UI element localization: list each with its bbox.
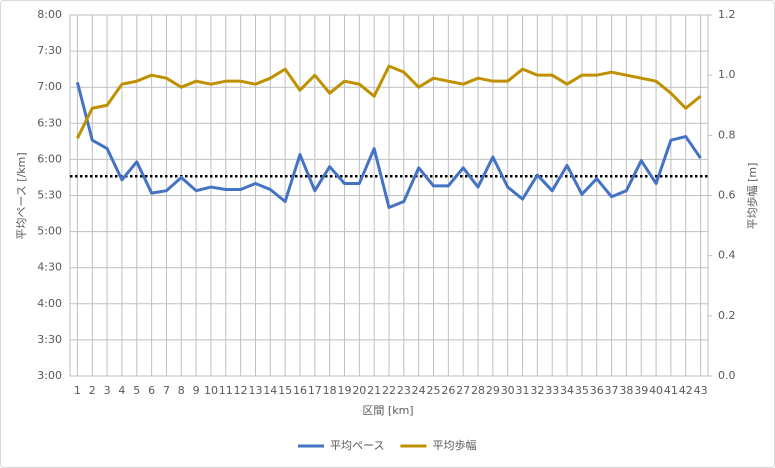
y-tick-label: 3:30 [37,333,62,346]
y2-tick-label: 1.0 [718,68,736,81]
x-tick-label: 5 [133,384,140,397]
x-tick-label: 14 [263,384,277,397]
x-tick-label: 21 [367,384,381,397]
x-tick-label: 42 [679,384,693,397]
x-tick-label: 30 [501,384,515,397]
y-tick-label: 3:00 [37,369,62,382]
plot-border [69,14,709,377]
y-tick-label: 7:30 [37,44,62,57]
x-tick-label: 41 [664,384,678,397]
x-tick-label: 3 [104,384,111,397]
x-tick-label: 26 [441,384,455,397]
x-tick-label: 29 [486,384,500,397]
x-tick-label: 19 [337,384,351,397]
x-tick-label: 6 [148,384,155,397]
x-tick-label: 37 [605,384,619,397]
x-tick-label: 25 [427,384,441,397]
y-tick-label: 8:00 [37,8,62,21]
y-axis-title: 平均ペース [/km] [15,152,28,239]
x-tick-label: 40 [649,384,663,397]
x-tick-label: 38 [619,384,633,397]
x-tick-label: 39 [634,384,648,397]
x-tick-label: 32 [530,384,544,397]
y-tick-label: 5:30 [37,189,62,202]
y-tick-label: 5:00 [37,225,62,238]
x-tick-label: 12 [234,384,248,397]
x-tick-label: 28 [471,384,485,397]
y2-tick-label: 0.4 [718,249,736,262]
legend-label: 平均ペース [330,439,384,452]
series-line [76,64,702,140]
x-tick-label: 22 [382,384,396,397]
x-tick-label: 31 [516,384,530,397]
x-tick-label: 24 [412,384,426,397]
x-tick-label: 16 [293,384,307,397]
y2-tick-label: 0.8 [718,128,736,141]
y-tick-label: 4:00 [37,297,62,310]
y2-axis-title: 平均歩幅 [m] [745,163,759,230]
y2-tick-label: 0.0 [718,369,736,382]
x-tick-label: 23 [397,384,411,397]
x-tick-label: 11 [219,384,233,397]
y2-tick-label: 1.2 [718,8,736,21]
x-tick-label: 27 [456,384,470,397]
y-tick-label: 4:30 [37,261,62,274]
x-tick-label: 2 [89,384,96,397]
x-tick-label: 43 [694,384,708,397]
x-tick-label: 9 [193,384,200,397]
x-tick-label: 35 [575,384,589,397]
y-tick-label: 7:00 [37,80,62,93]
y2-tick-label: 0.6 [718,189,736,202]
y2-tick-label: 0.2 [718,309,736,322]
x-tick-label: 13 [248,384,262,397]
x-tick-label: 7 [163,384,170,397]
series-line [75,82,702,210]
x-tick-label: 20 [352,384,366,397]
x-tick-label: 36 [590,384,604,397]
legend-label: 平均歩幅 [432,438,476,452]
x-tick-label: 15 [278,384,292,397]
x-axis-title: 区間 [km] [362,404,413,417]
y-tick-label: 6:00 [37,152,62,165]
x-tick-label: 10 [204,384,218,397]
x-tick-label: 1 [74,384,81,397]
x-tick-label: 4 [118,384,125,397]
x-tick-label: 17 [308,384,322,397]
y-tick-label: 6:30 [37,116,62,129]
x-tick-label: 8 [178,384,185,397]
x-tick-label: 18 [323,384,337,397]
x-tick-label: 34 [560,384,574,397]
x-tick-label: 33 [545,384,559,397]
